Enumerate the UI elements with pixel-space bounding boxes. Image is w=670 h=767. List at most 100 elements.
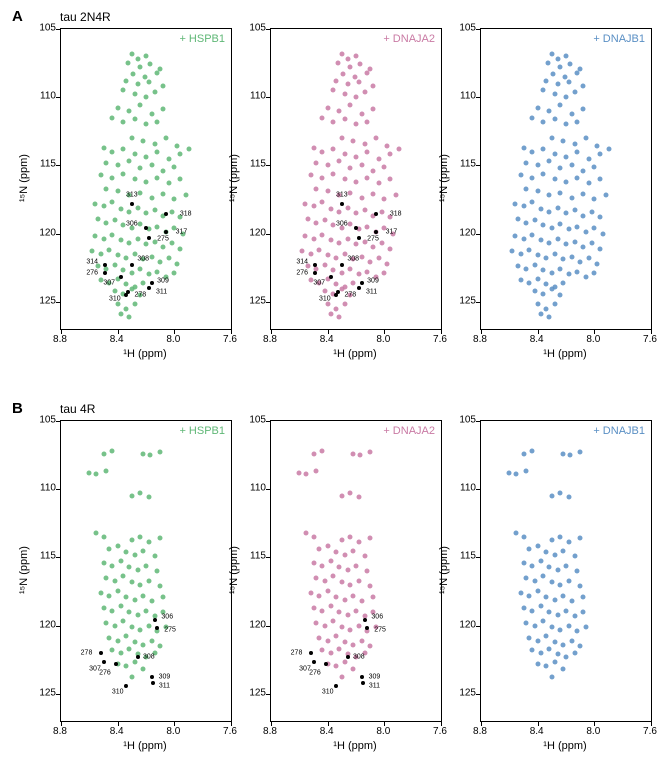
data-point xyxy=(104,469,109,474)
tau-label-A: tau 2N4R xyxy=(60,10,111,24)
data-point xyxy=(348,65,353,70)
y-axis-label: ¹⁵N (ppm) xyxy=(228,154,240,202)
data-point xyxy=(598,215,603,220)
data-point xyxy=(314,469,319,474)
annotation-label: 310 xyxy=(319,296,331,303)
data-point xyxy=(362,208,367,213)
tick-x-label: 8.0 xyxy=(581,726,605,737)
data-point xyxy=(521,145,526,150)
data-point xyxy=(129,537,134,542)
data-point xyxy=(101,605,106,610)
annotation-label: 306 xyxy=(336,221,348,228)
data-point xyxy=(549,226,554,231)
tick-x-label: 8.8 xyxy=(258,334,282,345)
data-point xyxy=(328,650,333,655)
data-point xyxy=(547,159,552,164)
data-point xyxy=(345,81,350,86)
panel-label-B: B xyxy=(12,400,23,417)
data-point xyxy=(331,119,336,124)
annotation-label: 310 xyxy=(109,296,121,303)
data-point xyxy=(90,249,95,254)
data-point xyxy=(331,619,336,624)
tick-y-label: 120 xyxy=(448,619,476,630)
data-point xyxy=(564,563,569,568)
data-point xyxy=(107,247,112,252)
tick-y-label: 110 xyxy=(448,483,476,494)
data-point xyxy=(368,260,373,265)
annotation-label: 276 xyxy=(296,270,308,277)
data-point xyxy=(339,537,344,542)
annotation-marker xyxy=(119,275,123,279)
data-point xyxy=(331,88,336,93)
data-point xyxy=(178,177,183,182)
data-point xyxy=(524,267,529,272)
data-point xyxy=(354,122,359,127)
data-point xyxy=(334,306,339,311)
data-point xyxy=(328,559,333,564)
annotation-marker xyxy=(130,202,134,206)
annotation-label: 309 xyxy=(157,278,169,285)
data-point xyxy=(530,115,535,120)
data-point xyxy=(118,604,123,609)
data-point xyxy=(581,168,586,173)
data-point xyxy=(104,620,109,625)
x-axis-label: ¹H (ppm) xyxy=(543,348,586,360)
data-point xyxy=(371,594,376,599)
annotation-label: 278 xyxy=(344,291,356,298)
data-point xyxy=(337,314,342,319)
data-point xyxy=(127,564,132,569)
data-point xyxy=(93,201,98,206)
tick-y xyxy=(476,165,481,166)
data-point xyxy=(555,237,560,242)
data-point xyxy=(564,122,569,127)
data-point xyxy=(547,209,552,214)
data-point xyxy=(569,163,574,168)
data-point xyxy=(337,209,342,214)
data-point xyxy=(337,564,342,569)
tick-y xyxy=(476,302,481,303)
annotation-marker xyxy=(103,271,107,275)
data-point xyxy=(538,559,543,564)
annotation-marker xyxy=(144,226,148,230)
data-point xyxy=(141,667,146,672)
data-point xyxy=(325,189,330,194)
tick-y-label: 105 xyxy=(238,415,266,426)
data-point xyxy=(331,147,336,152)
data-point xyxy=(112,578,117,583)
annotation-label: 311 xyxy=(159,682,170,689)
data-point xyxy=(581,594,586,599)
x-axis-label: ¹H (ppm) xyxy=(333,348,376,360)
annotation-marker xyxy=(357,236,361,240)
tick-y xyxy=(56,557,61,558)
data-point xyxy=(155,569,160,574)
data-point xyxy=(388,246,393,251)
data-point xyxy=(339,136,344,141)
annotation-label: 276 xyxy=(99,670,111,677)
data-point xyxy=(141,593,146,598)
annotation-label: 306 xyxy=(371,614,383,621)
annotation-marker xyxy=(313,263,317,267)
data-point xyxy=(311,145,316,150)
data-point xyxy=(152,208,157,213)
y-axis-label: ¹⁵N (ppm) xyxy=(18,546,30,594)
data-point xyxy=(578,260,583,265)
data-point xyxy=(121,147,126,152)
data-point xyxy=(138,534,143,539)
data-point xyxy=(149,163,154,168)
data-point xyxy=(118,650,123,655)
data-point xyxy=(148,453,153,458)
data-point xyxy=(354,608,359,613)
data-point xyxy=(547,564,552,569)
data-point xyxy=(146,623,151,628)
data-point xyxy=(98,252,103,257)
data-point xyxy=(530,175,535,180)
data-point xyxy=(572,614,577,619)
data-point xyxy=(132,152,137,157)
data-point xyxy=(527,247,532,252)
annotation-marker xyxy=(360,675,364,679)
tick-x-label: 8.4 xyxy=(525,334,549,345)
data-point xyxy=(524,469,529,474)
data-point xyxy=(342,117,347,122)
data-point xyxy=(178,152,183,157)
data-point xyxy=(351,138,356,143)
